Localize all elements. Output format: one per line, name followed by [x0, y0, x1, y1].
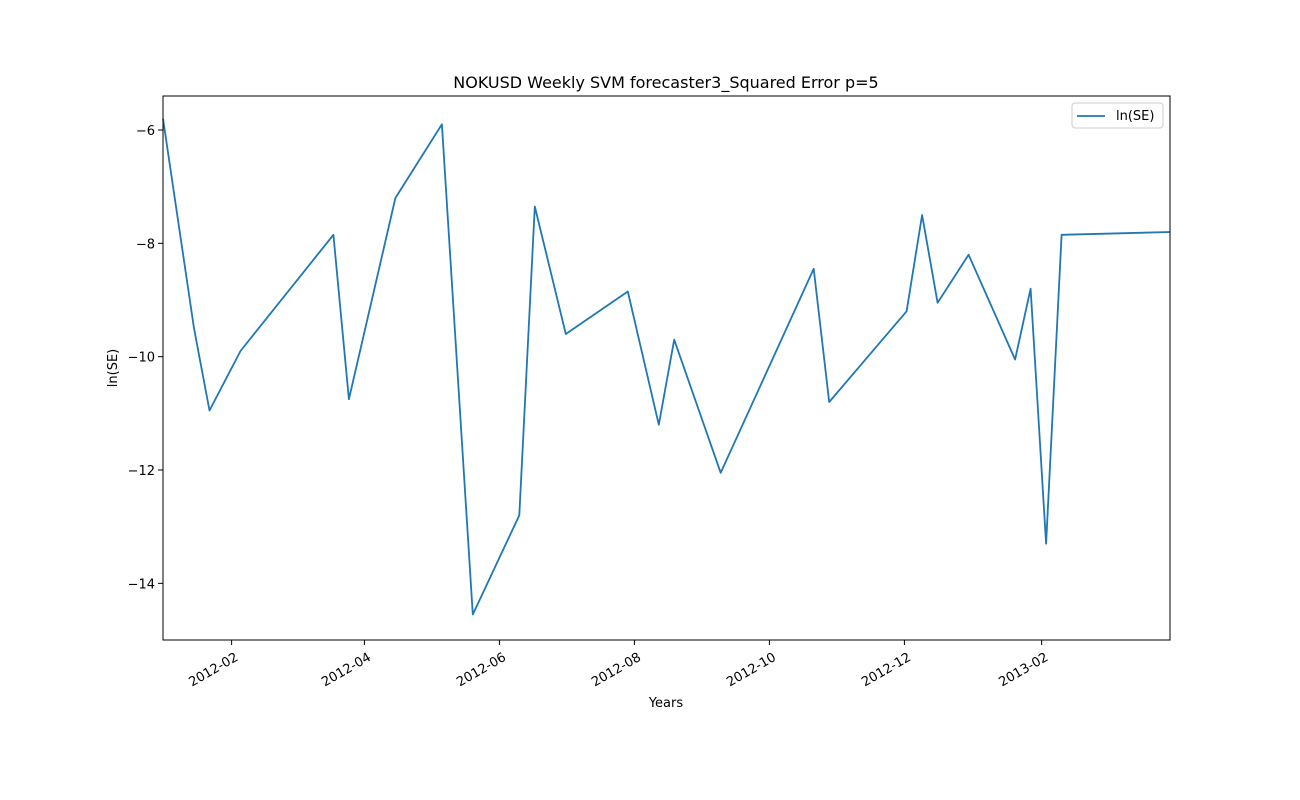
plot-area: [162, 95, 1171, 641]
chart-title: NOKUSD Weekly SVM forecaster3_Squared Er…: [453, 73, 878, 93]
y-tick-label: −6: [136, 124, 155, 139]
plot-frame: [162, 95, 1171, 641]
plot-background: [163, 96, 1170, 640]
x-axis-label: Years: [648, 696, 684, 711]
legend: ln(SE): [1071, 102, 1164, 129]
legend-label: ln(SE): [1116, 109, 1154, 124]
y-tick-label: −12: [128, 464, 155, 479]
legend-box: [1071, 102, 1164, 129]
y-tick-label: −8: [136, 237, 155, 252]
y-tick-label: −14: [128, 577, 155, 592]
y-tick-label: −10: [128, 351, 155, 366]
y-axis-ticks: −14 −12 −10 −8 −6: [128, 124, 163, 592]
y-axis-label: ln(SE): [106, 349, 121, 387]
